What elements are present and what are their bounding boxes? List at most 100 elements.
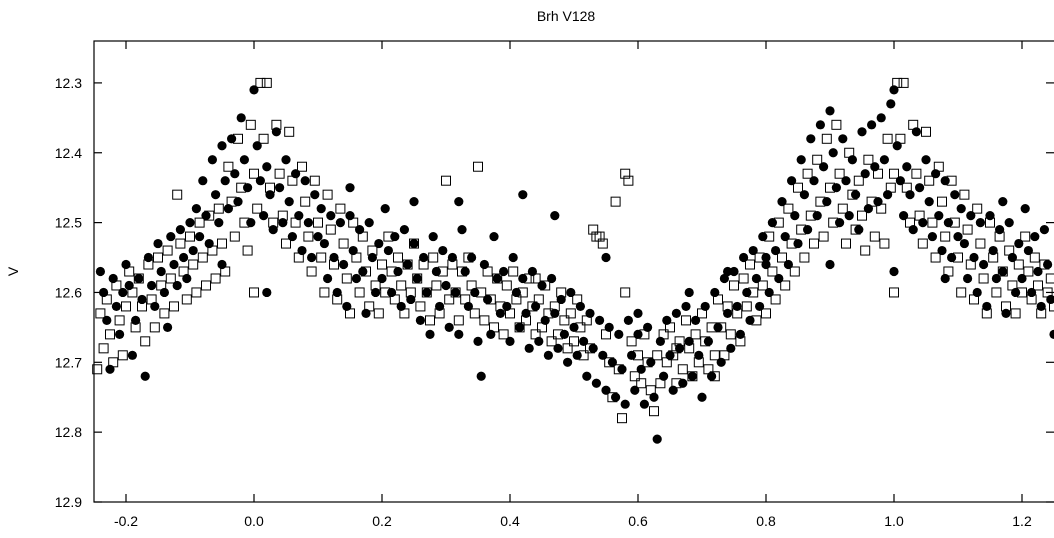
open-square-point — [585, 343, 595, 354]
open-square-point — [764, 231, 775, 242]
open-square-point — [946, 175, 957, 186]
filled-circle-point — [636, 364, 646, 374]
filled-circle-point — [137, 294, 147, 305]
filled-circle-point — [953, 231, 963, 242]
filled-circle-point — [454, 197, 464, 207]
filled-circle-point — [847, 155, 858, 165]
open-square-point — [709, 371, 720, 382]
filled-circle-point — [393, 266, 403, 277]
open-square-point — [735, 336, 746, 347]
filled-circle-point — [307, 252, 317, 263]
open-square-point — [162, 245, 173, 256]
open-square-point — [297, 161, 307, 172]
filled-circle-point — [761, 252, 771, 263]
open-square-point — [226, 196, 237, 207]
filled-circle-point — [572, 350, 582, 360]
filled-circle-point — [687, 371, 698, 381]
open-square-point — [351, 252, 362, 263]
filled-circle-point — [134, 273, 144, 284]
x-tick-label: 1.2 — [1012, 513, 1032, 529]
open-square-point — [1033, 280, 1043, 291]
filled-circle-point — [889, 85, 899, 95]
open-square-point — [1039, 259, 1050, 270]
open-square-point — [991, 287, 1002, 298]
filled-circle-point — [147, 280, 157, 291]
filled-circle-point — [703, 336, 714, 346]
open-square-point — [348, 217, 359, 228]
open-square-point — [831, 119, 842, 130]
open-square-point — [463, 252, 474, 263]
open-square-point — [412, 273, 423, 284]
filled-circle-point — [655, 336, 666, 346]
open-square-point — [469, 308, 480, 319]
filled-circle-point — [179, 252, 189, 263]
open-square-point — [940, 231, 951, 242]
filled-circle-point — [601, 385, 611, 395]
filled-circle-point — [559, 329, 570, 339]
filled-circle-point — [915, 183, 925, 193]
filled-circle-point — [767, 218, 778, 228]
filled-circle-point — [121, 259, 131, 270]
open-square-point — [562, 343, 573, 354]
filled-circle-point — [150, 301, 160, 312]
filled-circle-point — [358, 266, 368, 277]
filled-circle-point — [550, 308, 560, 319]
filled-circle-point — [102, 315, 112, 325]
filled-circle-point — [1001, 308, 1011, 319]
open-square-point — [898, 77, 909, 88]
open-square-point — [1010, 308, 1021, 319]
open-square-point — [949, 217, 960, 228]
filled-circle-point — [422, 287, 432, 298]
filled-circle-point — [1011, 287, 1021, 298]
filled-circle-point — [492, 273, 502, 284]
filled-circle-point — [313, 231, 323, 242]
filled-circle-point — [108, 273, 118, 284]
open-square-point — [937, 196, 947, 207]
open-square-point — [425, 315, 435, 326]
filled-circle-point — [585, 308, 595, 319]
filled-circle-point — [457, 224, 467, 235]
filled-circle-point — [246, 218, 256, 228]
filled-circle-point — [633, 329, 643, 339]
filled-circle-point — [310, 190, 320, 200]
filled-circle-point — [607, 357, 618, 367]
filled-circle-point — [367, 252, 377, 263]
open-square-point — [479, 315, 490, 326]
open-square-point — [821, 133, 832, 144]
filled-circle-point — [1039, 224, 1049, 235]
open-square-point — [117, 350, 128, 361]
open-square-point — [249, 287, 259, 298]
open-square-point — [287, 175, 298, 186]
open-square-point — [850, 224, 861, 235]
filled-circle-point — [911, 127, 922, 137]
open-square-point — [127, 287, 138, 298]
open-square-point — [95, 308, 106, 319]
open-square-point — [428, 252, 439, 263]
filled-circle-point — [879, 155, 890, 165]
filled-circle-point — [1017, 273, 1027, 284]
open-square-point — [444, 294, 455, 305]
open-square-point — [335, 203, 346, 214]
filled-circle-point — [796, 155, 806, 165]
open-square-point — [978, 273, 989, 284]
filled-circle-point — [985, 211, 995, 221]
filled-circle-point — [399, 224, 409, 235]
open-square-point — [556, 287, 567, 298]
open-square-point — [293, 252, 304, 263]
open-square-point — [220, 266, 231, 277]
filled-circle-point — [547, 273, 557, 284]
open-square-point — [156, 280, 167, 291]
filled-circle-point — [265, 190, 275, 200]
filled-circle-point — [428, 231, 438, 242]
open-square-point — [713, 294, 723, 305]
filled-circle-point — [844, 211, 854, 221]
open-square-point — [773, 217, 784, 228]
filled-circle-point — [495, 308, 505, 319]
open-square-point — [319, 287, 330, 298]
y-tick-label: 12.9 — [55, 494, 82, 510]
filled-circle-point — [105, 364, 115, 374]
filled-circle-point — [249, 85, 259, 95]
open-square-point — [329, 259, 339, 270]
filled-circle-point — [934, 211, 944, 221]
filled-circle-point — [735, 329, 746, 339]
